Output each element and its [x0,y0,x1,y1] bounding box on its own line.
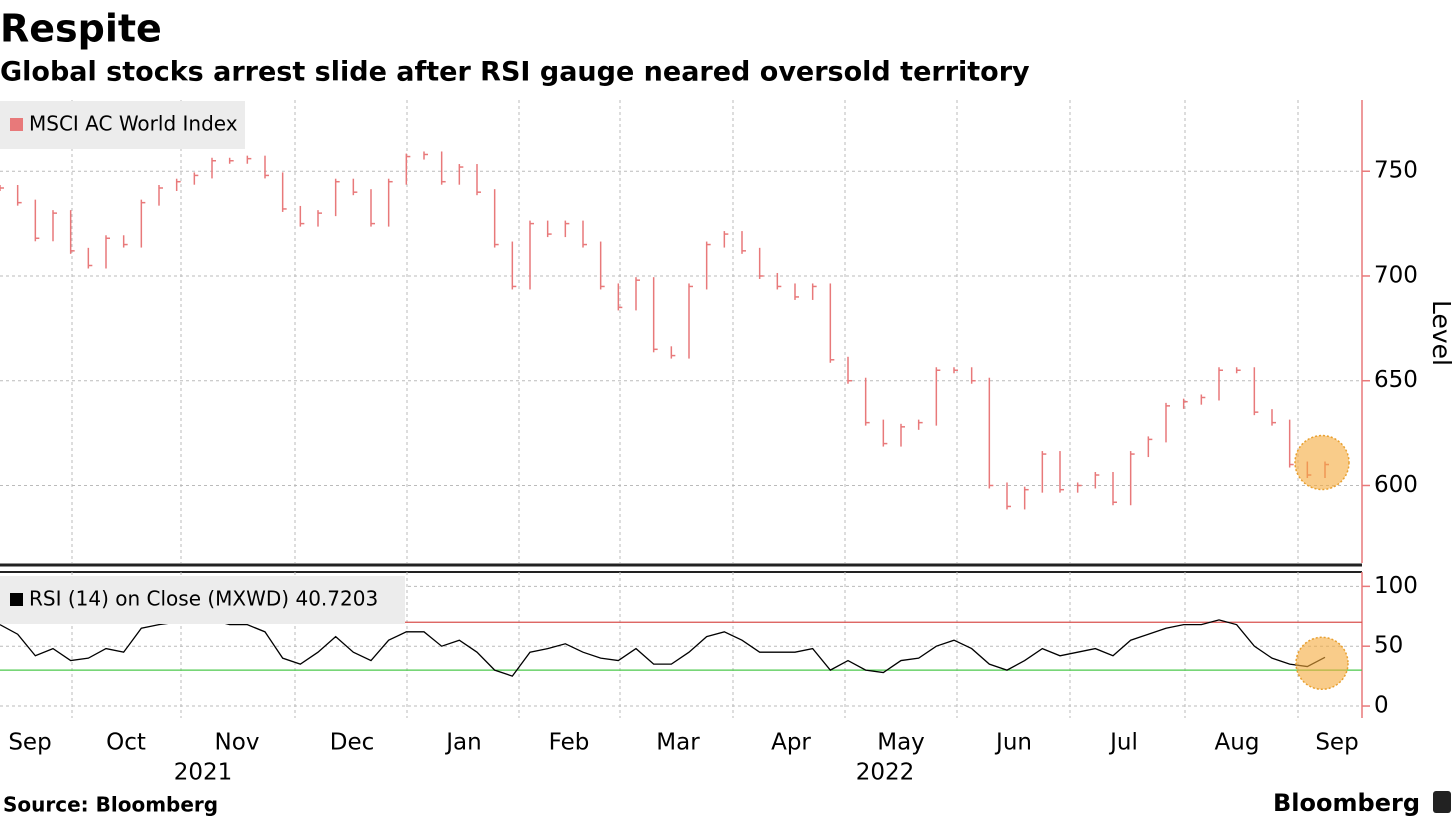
x-tick-label: Jan [444,730,481,756]
legend-swatch [10,118,23,131]
legend-box [0,576,405,624]
x-tick-label: Aug [1215,730,1260,756]
x-tick-label: Jul [1108,730,1138,756]
x-tick-label: Sep [1315,730,1358,756]
rsi-line [0,619,1326,677]
x-tick-label: Apr [771,730,811,756]
subtitle: Global stocks arrest slide after RSI gau… [0,57,1030,88]
x-tick-label: Feb [549,730,590,756]
y-axis-label: Level [1427,300,1456,366]
highlight-circle [1294,434,1350,491]
y-tick-label: 700 [1374,262,1418,288]
y-tick-label: 50 [1374,633,1403,659]
x-tick-label: Sep [8,730,51,756]
x-tick-label: May [877,730,925,756]
x-tick-label: Oct [106,730,146,756]
legend-label: MSCI AC World Index [29,112,238,136]
x-tick-label: Mar [656,730,700,756]
title: Respite [0,7,162,51]
source: Source: Bloomberg [3,793,218,817]
brand-icon [1433,791,1451,813]
x-tick-label: Nov [215,730,260,756]
legend-box [0,101,245,149]
year-label: 2022 [856,760,915,786]
y-tick-label: 100 [1374,573,1418,599]
highlight-circle [1295,636,1349,691]
year-label: 2021 [174,760,233,786]
y-tick-label: 650 [1374,367,1418,393]
legend-label: RSI (14) on Close (MXWD) 40.7203 [29,587,378,611]
x-tick-label: Jun [994,730,1032,756]
brand: Bloomberg [1273,789,1420,817]
y-tick-label: 600 [1374,472,1418,498]
legend-swatch [10,593,23,606]
y-tick-label: 0 [1374,693,1389,719]
x-tick-label: Dec [330,730,375,756]
y-tick-label: 750 [1374,158,1418,184]
